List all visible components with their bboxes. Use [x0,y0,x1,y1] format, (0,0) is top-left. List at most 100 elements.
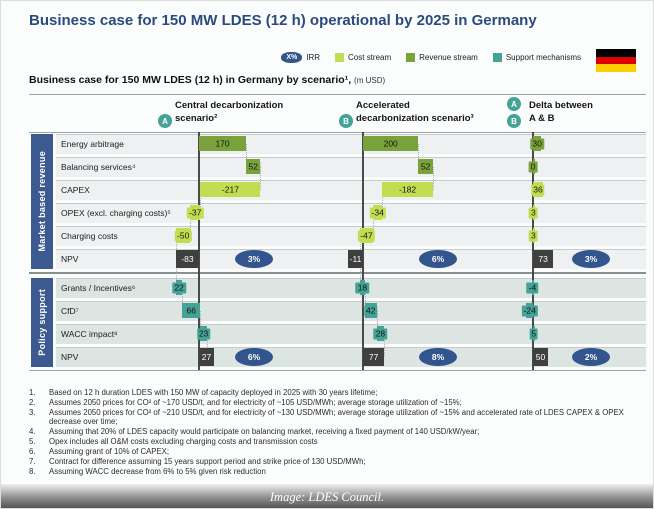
column-title-b-line2: decarbonization scenario³ [356,113,474,124]
waterfall-connector [260,167,262,190]
waterfall-connector [364,288,366,311]
scenario-delta-badge-a: A [507,97,521,111]
row-stripe-wacc-impact [56,324,646,344]
bar-value-bar-opex-excl-charging-costs-b: -34 [369,207,386,218]
bar-value-bar-wacc-impact-a: 23 [196,328,211,339]
row-stripe-balancing-services [56,157,646,177]
footnote-number: 1. [29,388,36,397]
footnote-4: 4. Assuming that 20% of LDES capacity wou… [29,427,641,437]
footnote-text: Assuming that 20% of LDES capacity would… [49,427,480,437]
bar-value-bar-capex-a: -217 [219,184,241,195]
bar-value-bar-cfd-delta: -24 [521,305,538,316]
legend-label: Revenue stream [419,53,478,62]
footnote-number: 7. [29,456,36,466]
scenario-a-badge-a: A [158,114,172,128]
legend-items: Cost stream Revenue stream Support mechani… [335,53,581,62]
bar-value-bar-grants-incentives-b: 18 [355,282,370,293]
axis-line-a [198,132,200,370]
bar-value-bar-wacc-impact-b: 28 [373,328,388,339]
row-label-charging-costs: Charging costs [61,231,118,241]
bar-value-bar-balancing-services-a: 52 [246,161,261,172]
waterfall-connector [418,144,420,167]
credit-bar: Image: LDES Council. [1,484,653,508]
npv-box-a-market-based-revenue: -83 [176,250,199,268]
section-sidebar-market-based-revenue: Market based revenue [31,134,53,269]
scenario-delta-badge-b: B [507,114,521,128]
footnote-text: Based on 12 h duration LDES with 150 MW … [49,388,378,397]
row-stripe-capex [56,180,646,200]
npv-box-b-market-based-revenue: -11 [348,250,363,268]
irr-badge-npv-box-a-market-based-revenue: 3% [235,250,273,268]
legend-label: Cost stream [348,53,392,62]
revenue-stream-swatch [406,53,416,62]
legend-item-support-mechanisms: Support mechanisms [492,53,581,62]
bar-value-bar-balancing-services-delta: 0 [528,161,538,172]
bar-value-bar-grants-incentives-a: 22 [172,282,186,293]
irr-badge-npv-box-b-policy-support: 8% [419,348,457,366]
bar-value-bar-balancing-services-b: 52 [418,161,433,172]
waterfall-connector [176,259,177,288]
row-stripe-energy-arbitrage [56,134,646,154]
chart-subtitle-text: Business case for 150 MW LDES (12 h) in … [29,74,352,86]
chart-unit-label: (m USD) [354,76,386,85]
waterfall-connector [432,167,434,190]
irr-badge-npv-box-b-market-based-revenue: 6% [419,250,457,268]
legend: X% IRR Cost stream Revenue stream Support … [281,52,581,63]
bar-value-bar-energy-arbitrage-b: 200 [381,138,400,149]
footnote-number: 6. [29,446,36,456]
footnote-number: 3. [29,407,36,417]
npv-box-delta-policy-support: 50 [533,348,548,366]
row-stripe-npv [56,347,646,367]
row-stripe-charging-costs [56,226,646,246]
npv-box-b-policy-support: 77 [363,348,385,366]
column-title-delta-line2: A & B [529,113,555,124]
row-label-balancing-services: Balancing services⁴ [61,162,136,172]
waterfall-connector [190,213,192,236]
legend-item-revenue-stream: Revenue stream [406,53,478,62]
row-stripe-grants-incentives [56,278,646,298]
column-title-a-line2: scenario² [175,113,218,124]
row-label-npv: NPV [61,352,79,362]
chart-rows-top-line [29,132,646,133]
bar-value-bar-charging-costs-a: -50 [175,230,192,241]
bar-value-bar-energy-arbitrage-a: 170 [213,138,232,149]
row-label-grants-incentives: Grants / Incentives⁶ [61,283,136,293]
flag-stripe-black [596,49,636,57]
section-sidebar-label: Market based revenue [37,151,47,252]
bar-value-bar-grants-incentives-delta: -4 [526,282,539,293]
row-stripe-opex-excl-charging-costs [56,203,646,223]
row-label-capex: CAPEX [61,185,90,195]
footnote-text: Assumes 2050 prices for CO² of ~210 USD/… [49,407,624,427]
flag-stripe-gold [596,64,636,73]
section-sidebar-label: Policy support [37,289,47,356]
footnote-text: Contract for difference assuming 15 year… [49,456,366,466]
chart-top-line [29,94,646,95]
bar-value-bar-capex-b: -182 [397,184,419,195]
footnote-3: 3. Assumes 2050 prices for CO² of ~210 US… [29,408,641,428]
footnote-2: 2. Assumes 2050 prices for CO² of ~170 US… [29,398,641,408]
bar-value-bar-charging-costs-b: -47 [358,230,375,241]
cost-stream-swatch [335,53,345,62]
legend-label: Support mechanisms [505,53,581,62]
waterfall-connector [200,190,202,213]
bar-value-bar-opex-excl-charging-costs-a: -37 [187,207,204,218]
row-label-npv: NPV [61,254,79,264]
footnote-1: 1. Based on 12 h duration LDES with 150 M… [29,388,641,398]
image-credit: Image: LDES Council. [269,489,385,504]
row-label-opex-excl-charging-costs: OPEX (excl. charging costs)⁵ [61,208,171,218]
waterfall-connector [359,259,361,288]
waterfall-connector [384,334,386,357]
flag-stripe-red [596,56,636,65]
footnote-text: Opex includes all O&M costs excluding ch… [49,437,318,447]
irr-legend-pill: X% [281,52,303,63]
scenario-b-badge-b: B [339,114,353,128]
bar-value-bar-wacc-impact-delta: 5 [529,328,539,339]
footnote-6: 6. Assuming grant of 10% of CAPEX; [29,447,641,457]
irr-badge-npv-box-delta-policy-support: 2% [572,348,610,366]
row-label-cfd: CfD⁷ [61,306,79,316]
npv-box-a-policy-support: 27 [199,348,214,366]
footnote-number: 2. [29,397,36,407]
column-title-b-line1: Accelerated [356,100,410,111]
